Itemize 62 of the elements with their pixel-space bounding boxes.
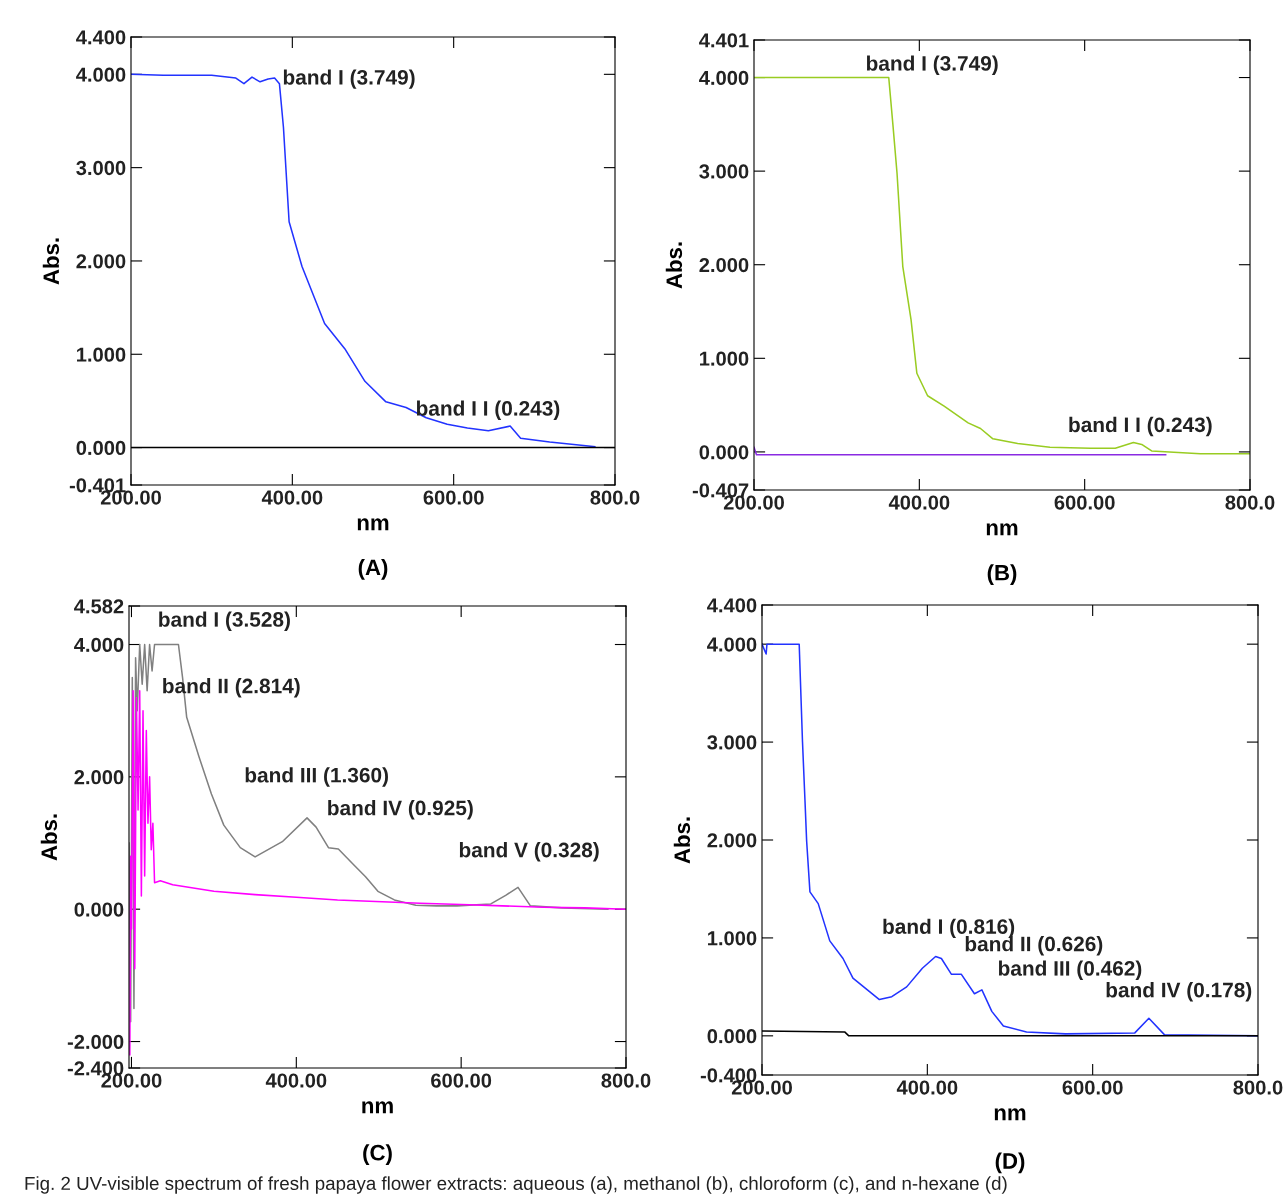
annotation: band I I (0.243)	[416, 400, 560, 420]
text: (D)	[995, 1152, 1025, 1174]
y-tick-label: 3.000	[699, 164, 749, 179]
line-series	[754, 76, 1250, 455]
x-tick-label: 600.00	[1062, 1080, 1123, 1095]
x-tick-label: 400.00	[888, 495, 950, 510]
annotation: band V (0.328)	[459, 842, 599, 862]
x-tick-label: 400.00	[896, 1080, 958, 1095]
y-axis-title: Abs.	[40, 814, 58, 861]
annotation: band I (3.749)	[866, 55, 998, 75]
y-axis-title: Abs.	[673, 817, 691, 864]
annotation: band I (3.528)	[159, 611, 290, 631]
x-axis-title: nm	[994, 1108, 1026, 1121]
annotation: band II (2.814)	[163, 678, 300, 698]
text: (C)	[363, 1144, 392, 1165]
y-tick-label: 3.000	[76, 160, 126, 176]
x-axis-title: nm	[357, 518, 389, 531]
y-tick-label: 1.000	[700, 351, 749, 366]
caption: Fig. 2 UV-visible spectrum of fresh papaya flower extracts: aqueous (a), methanol (b), chloroform (c), and n-hexane (d)	[25, 1176, 1007, 1194]
x-tick-label: 400.00	[265, 1073, 327, 1088]
y-tick-label: 2.000	[707, 833, 757, 848]
y-tick-label: 4.000	[699, 70, 749, 86]
annotation: band II (0.626)	[965, 936, 1103, 956]
x-tick-label: 600.00	[423, 490, 484, 505]
x-tick-label: 600.00	[431, 1073, 492, 1088]
x-tick-label: 800.0	[590, 490, 640, 505]
y-tick-label: 4.000	[707, 637, 757, 652]
y-tick-label: 4.000	[76, 67, 126, 82]
text: (A)	[358, 558, 388, 580]
y-tick-label: 4.000	[74, 637, 124, 653]
y-tick-label: 0.000	[707, 1029, 757, 1044]
y-tick-label: 4.401	[699, 33, 749, 48]
annotation: band IV (0.925)	[328, 800, 473, 820]
y-tick-label: 1.000	[77, 347, 126, 362]
x-axis-title: nm	[986, 523, 1018, 536]
x-tick-label: 600.00	[1054, 495, 1115, 510]
annotation: band I (3.749)	[283, 69, 415, 89]
y-tick-label: 1.000	[708, 931, 757, 946]
x-tick-label: 800.0	[1233, 1080, 1283, 1095]
annotation: band III (1.360)	[245, 767, 388, 787]
y-tick-label: 0.000	[76, 440, 126, 456]
y-tick-label: -2.000	[67, 1034, 124, 1050]
x-tick-label: 400.00	[261, 490, 323, 505]
y-tick-label: 0.000	[699, 445, 749, 460]
y-tick-label: 2.000	[699, 257, 749, 273]
text: (B)	[987, 564, 1017, 585]
annotation: band IV (0.178)	[1106, 982, 1252, 1002]
annotation: band III (0.462)	[998, 960, 1142, 980]
y-tick-label: 4.582	[74, 599, 124, 614]
y-tick-label: 2.000	[74, 770, 124, 785]
x-tick-label: 800.0	[601, 1073, 651, 1088]
y-tick-label: 4.400	[707, 598, 757, 613]
y-tick-label: 2.000	[76, 254, 126, 269]
y-tick-label: 3.000	[707, 735, 757, 750]
annotation: band I (0.816)	[883, 918, 1015, 939]
y-tick-label: 0.000	[74, 902, 124, 917]
y-tick-label: 4.400	[76, 30, 126, 45]
y-axis-title: Abs.	[665, 242, 683, 289]
x-axis-title: nm	[362, 1101, 393, 1114]
annotation: band I I (0.243)	[1069, 416, 1212, 437]
x-tick-label: 800.0	[1225, 495, 1275, 510]
y-axis-title: Abs.	[42, 238, 60, 285]
